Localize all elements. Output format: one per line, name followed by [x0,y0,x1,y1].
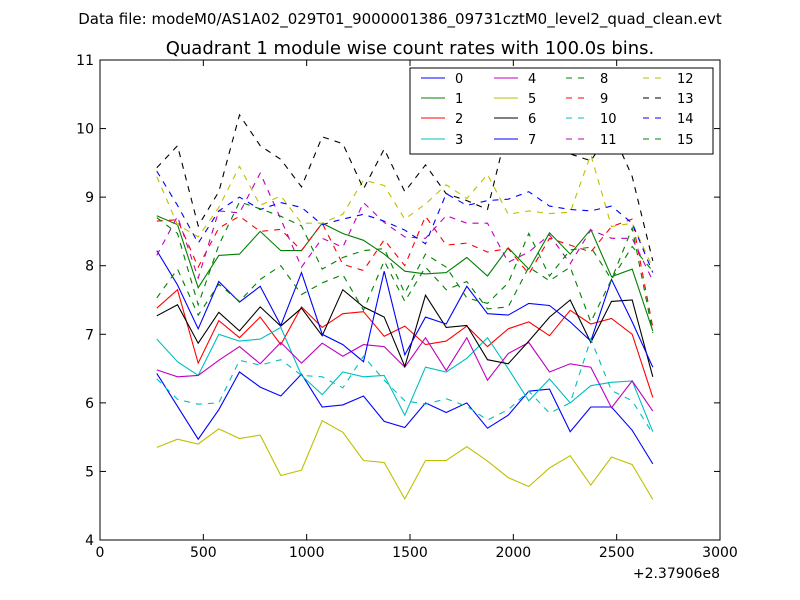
y-tick-label: 9 [85,190,94,206]
series-line-11 [156,171,654,282]
x-tick-label: 0 [96,545,105,561]
x-tick-label: 1000 [289,545,325,561]
series-line-5 [156,419,654,501]
y-tick-label: 11 [76,53,94,69]
legend-label-15: 15 [677,133,694,148]
x-tick-label: 1500 [392,545,428,561]
legend-label-3: 3 [455,133,463,148]
x-offset-label: +2.37906e8 [633,566,720,582]
series-line-15 [156,201,654,307]
legend-label-2: 2 [455,112,463,127]
y-tick-label: 5 [85,464,94,480]
series-layer [156,113,654,501]
legend-label-6: 6 [528,112,536,127]
series-line-13 [156,113,654,262]
series-line-14 [156,170,654,273]
y-tick-label: 10 [76,122,94,138]
legend-label-4: 4 [528,72,536,87]
x-tick-label: 2500 [599,545,635,561]
chart-suptitle: Data file: modeM0/AS1A02_029T01_90000013… [78,10,722,29]
legend-label-12: 12 [677,72,694,87]
legend-label-9: 9 [600,92,608,107]
chart-title: Quadrant 1 module wise count rates with … [166,38,655,59]
legend-label-10: 10 [600,112,617,127]
legend-box [409,67,714,155]
y-tick-label: 6 [85,396,94,412]
x-tick-label: 500 [190,545,217,561]
y-tick-label: 7 [85,327,94,343]
legend-label-11: 11 [600,133,617,148]
y-tick-label: 4 [85,533,94,549]
legend-label-14: 14 [677,112,694,127]
series-line-8 [156,226,654,334]
series-line-10 [156,337,654,434]
legend-label-5: 5 [528,92,536,107]
legend-label-1: 1 [455,92,463,107]
legend-label-13: 13 [677,92,694,107]
legend-label-7: 7 [528,133,536,148]
x-tick-label: 2000 [496,545,532,561]
series-line-9 [156,215,654,328]
legend-label-8: 8 [600,72,608,87]
series-line-0 [156,371,654,465]
series-line-12 [156,152,654,269]
legend-label-0: 0 [455,72,463,87]
series-line-6 [156,288,654,377]
series-line-7 [156,250,654,368]
series-line-2 [156,288,654,398]
x-tick-label: 3000 [702,545,738,561]
series-line-3 [156,326,654,432]
series-line-1 [156,215,654,332]
y-tick-label: 8 [85,259,94,275]
